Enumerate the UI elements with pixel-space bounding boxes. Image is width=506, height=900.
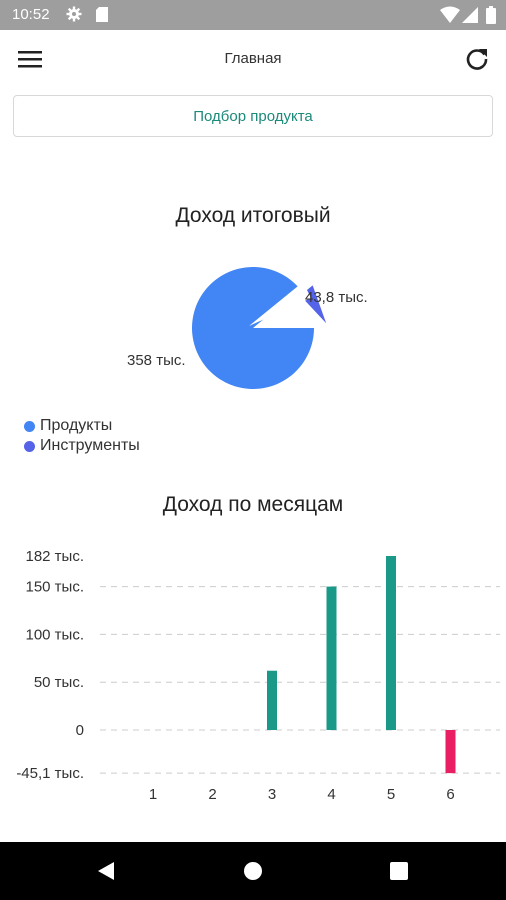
income-pie-chart (191, 266, 327, 389)
hamburger-menu-icon[interactable] (16, 48, 44, 70)
app-bar: Главная (0, 30, 506, 88)
legend-label-instruments: Инструменты (40, 437, 140, 454)
pie-slice-products[interactable] (191, 266, 314, 389)
pie-value-label-instruments: 43,8 тыс. (305, 289, 368, 306)
pie-value-label-products: 358 тыс. (127, 352, 186, 369)
status-time: 10:52 (12, 6, 50, 23)
legend-dot-instruments (24, 440, 35, 452)
legend-dot-products (24, 420, 35, 432)
refresh-icon[interactable] (464, 46, 490, 72)
y-tick-label: 50 тыс. (34, 674, 84, 691)
legend-label-products: Продукты (40, 417, 113, 434)
x-tick-label: 6 (446, 786, 454, 803)
x-tick-label: 1 (149, 786, 157, 803)
product-selection-button[interactable]: Подбор продукта (13, 95, 493, 137)
recent-apps-icon[interactable] (390, 862, 408, 880)
x-tick-label: 3 (268, 786, 276, 803)
bar-month-6[interactable] (445, 730, 456, 774)
bar-month-3[interactable] (267, 670, 277, 730)
y-tick-label: 150 тыс. (25, 579, 84, 596)
x-tick-label: 5 (387, 786, 395, 803)
y-tick-label: 100 тыс. (25, 626, 84, 643)
bar-chart-title: Доход по месяцам (162, 493, 344, 516)
battery-icon (486, 6, 496, 24)
x-tick-label: 2 (208, 786, 216, 803)
cell-signal-icon (462, 7, 478, 23)
legend-item-products[interactable]: Продукты (24, 416, 140, 436)
back-icon[interactable] (96, 861, 116, 881)
sd-card-icon (96, 7, 108, 22)
home-icon[interactable] (243, 861, 263, 881)
bar-month-5[interactable] (386, 556, 396, 730)
gear-icon (66, 6, 82, 22)
legend-item-instruments[interactable]: Инструменты (24, 436, 140, 456)
y-tick-label: 182 тыс. (25, 548, 84, 565)
pie-chart-title: Доход итоговый (175, 204, 331, 227)
bar-month-4[interactable] (326, 586, 337, 730)
wifi-icon (440, 6, 460, 23)
x-tick-label: 4 (327, 786, 335, 803)
system-nav-bar (0, 842, 506, 900)
pie-legend: Продукты Инструменты (24, 416, 140, 456)
page-title: Главная (224, 50, 282, 67)
y-tick-label: -45,1 тыс. (16, 765, 84, 782)
pie-slice-gap (249, 282, 311, 326)
y-tick-label: 0 (76, 722, 84, 739)
status-bar: 10:52 (0, 0, 506, 30)
monthly-income-bar-chart: 182 тыс. 150 тыс. 100 тыс. 50 тыс. 0 -45,1 ты… (16, 548, 500, 803)
